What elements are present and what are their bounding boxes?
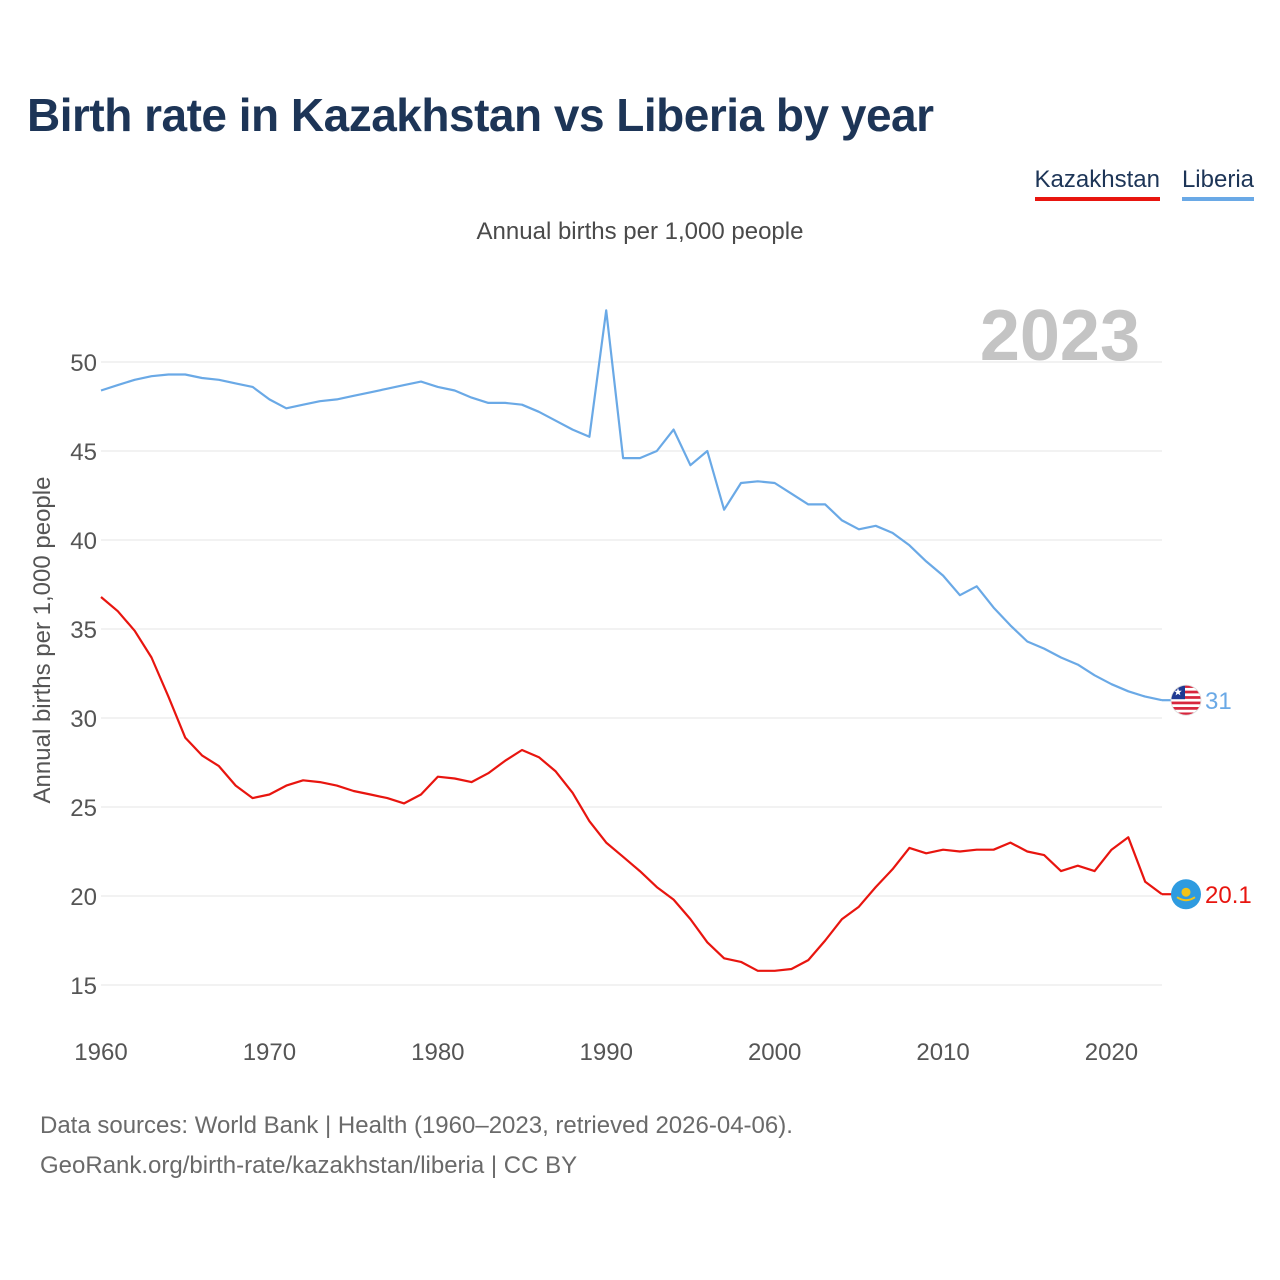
y-tick-label: 20 [70, 884, 97, 911]
x-tick-label: 1960 [74, 1039, 127, 1066]
footer-sources: Data sources: World Bank | Health (1960–… [40, 1112, 793, 1139]
x-tick-label: 2000 [748, 1039, 801, 1066]
chart-subtitle: Annual births per 1,000 people [476, 218, 804, 245]
series-lines [100, 309, 1163, 972]
x-tick-label: 1990 [580, 1039, 633, 1066]
chart-title: Birth rate in Kazakhstan vs Liberia by y… [27, 89, 934, 141]
end-value-label-kazakhstan: 20.1 [1205, 882, 1252, 909]
series-line-kazakhstan[interactable] [100, 596, 1163, 972]
y-tick-label: 50 [70, 350, 97, 377]
legend-item-liberia[interactable]: Liberia [1181, 166, 1254, 201]
grid-lines [101, 361, 1162, 986]
liberia-flag-icon [1170, 684, 1202, 716]
y-tick-label: 15 [70, 973, 97, 1000]
kazakhstan-flag-icon [1171, 879, 1201, 910]
legend: Kazakhstan Liberia [1034, 166, 1254, 201]
x-tick-label: 2010 [916, 1039, 969, 1066]
y-tick-label: 30 [70, 706, 97, 733]
x-tick-label: 1970 [243, 1039, 296, 1066]
end-value-label-liberia: 31 [1205, 688, 1232, 715]
x-axis-ticks: 1960 1970 1980 1990 2000 2010 2020 [74, 1039, 1138, 1066]
y-axis-title: Annual births per 1,000 people [29, 477, 56, 804]
x-tick-label: 2020 [1085, 1039, 1138, 1066]
y-tick-label: 40 [70, 528, 97, 555]
footer-link[interactable]: GeoRank.org/birth-rate/kazakhstan/liberi… [40, 1152, 578, 1179]
y-tick-label: 45 [70, 439, 97, 466]
y-tick-label: 25 [70, 795, 97, 822]
y-tick-label: 35 [70, 617, 97, 644]
series-end-markers: 20.1 31 [1162, 684, 1252, 910]
y-axis-ticks: 15 20 25 30 35 40 45 50 [70, 350, 97, 1000]
year-watermark: 2023 [980, 296, 1140, 376]
footer: Data sources: World Bank | Health (1960–… [40, 1106, 793, 1186]
legend-item-kazakhstan[interactable]: Kazakhstan [1034, 166, 1160, 201]
x-tick-label: 1980 [411, 1039, 464, 1066]
series-line-liberia[interactable] [100, 309, 1163, 702]
